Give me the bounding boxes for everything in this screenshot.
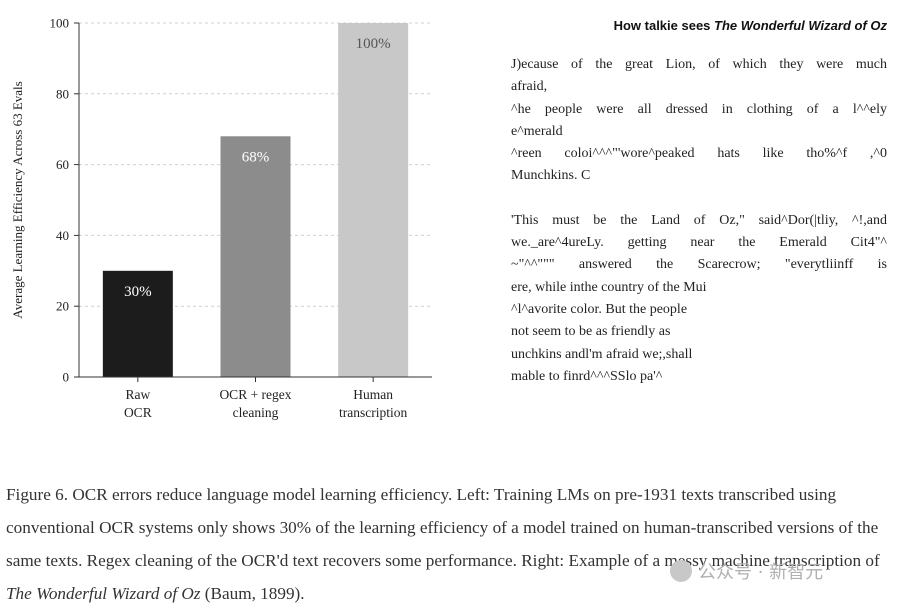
x-tick-label: cleaning xyxy=(233,405,279,420)
ocr-line: e^merald xyxy=(511,123,563,139)
caption-main-text: Figure 6. OCR errors reduce language mod… xyxy=(6,485,880,570)
ocr-example-panel: How talkie sees The Wonderful Wizard of … xyxy=(511,18,887,388)
x-tick-label: Raw xyxy=(125,387,150,402)
caption-book-title: The Wonderful Wizard of Oz xyxy=(6,584,201,603)
x-tick-label: Human xyxy=(353,387,393,402)
ocr-line: ^reen coloi^^^"'wore^peaked hats like th… xyxy=(511,146,887,162)
y-tick-label: 20 xyxy=(56,299,69,314)
bar xyxy=(220,136,291,377)
ocr-line: we._are^4ureLy. getting near the Emerald… xyxy=(511,235,887,251)
ocr-line: afraid, xyxy=(511,79,548,95)
x-tick-label: OCR xyxy=(124,405,152,420)
ocr-line: J)ecause of the great Lion, of which the… xyxy=(511,57,887,72)
ocr-panel-title: How talkie sees The Wonderful Wizard of … xyxy=(511,18,887,33)
bar xyxy=(338,23,409,377)
ocr-line: ^l^avorite color. But the people xyxy=(511,301,688,317)
ocr-line: mable to finrd^^^SSlo pa'^ xyxy=(511,368,663,384)
bar-value-label: 30% xyxy=(124,284,152,300)
bar-value-label: 68% xyxy=(242,149,270,165)
ocr-line: unchkins andl'm afraid we;,shall xyxy=(511,346,693,362)
x-tick-label: transcription xyxy=(339,405,407,420)
bar-value-label: 100% xyxy=(356,36,391,52)
ocr-line: ere, while inthe country of the Mui xyxy=(511,279,707,295)
ocr-panel-title-prefix: How talkie sees xyxy=(613,18,715,33)
y-tick-label: 80 xyxy=(56,86,69,101)
x-tick-label: OCR + regex xyxy=(219,387,291,402)
y-tick-label: 100 xyxy=(50,16,70,31)
y-tick-label: 40 xyxy=(56,228,69,243)
ocr-line: 'This must be the Land of Oz," said^Dor(… xyxy=(511,212,887,228)
bar xyxy=(102,270,173,377)
figure-caption: Figure 6. OCR errors reduce language mod… xyxy=(6,478,898,610)
bars: 30% 68% 100% xyxy=(102,23,409,377)
ocr-line: not seem to be as friendly as xyxy=(511,324,671,340)
watermark: 公众号 · 新智元 xyxy=(670,558,823,584)
y-tick-label: 0 xyxy=(63,370,70,385)
ocr-line: ~"^^""" answered the Scarecrow; "everytl… xyxy=(511,257,887,273)
caption-end-text: (Baum, 1899). xyxy=(200,584,305,603)
y-tick-label: 60 xyxy=(56,157,69,172)
ocr-panel-title-book: The Wonderful Wizard of Oz xyxy=(714,18,887,33)
bar-chart: 30% 68% 100% 0 20 40 60 80 100 Raw OCR OCR + regex… xyxy=(10,16,432,420)
y-axis-label: Average Learning Efficiency Across 63 Ev… xyxy=(10,81,25,318)
watermark-text: 公众号 · 新智元 xyxy=(698,562,824,583)
ocr-transcription-text: J)ecause of the great Lion, of which the… xyxy=(511,54,887,388)
ocr-line: Munchkins. C xyxy=(511,168,591,184)
axes: 0 20 40 60 80 100 Raw OCR OCR + regex cleaning Hum… xyxy=(50,16,432,420)
ocr-line: ^he people were all dressed in clothing … xyxy=(511,101,887,117)
wechat-icon xyxy=(670,560,692,582)
ocr-line xyxy=(511,188,887,210)
